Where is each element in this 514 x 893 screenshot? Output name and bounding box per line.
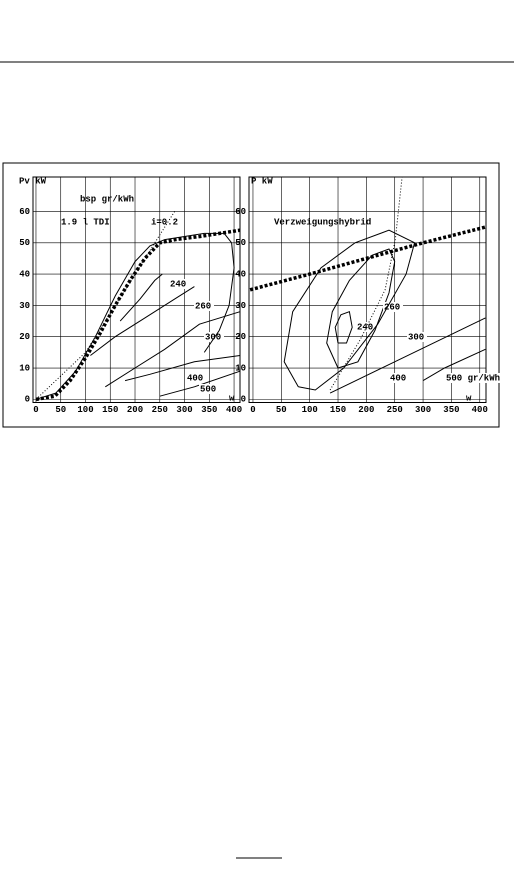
x-tick-label: 350 [443, 405, 459, 415]
y-tick-label: 60 [235, 207, 246, 217]
contour-label: 260 [384, 302, 400, 312]
contour-line [124, 355, 241, 382]
label-bg [407, 332, 427, 342]
contour-line [90, 286, 195, 356]
figure-frame [2, 162, 500, 428]
series-line [35, 228, 241, 402]
x-axis-label: w [229, 393, 235, 403]
contour-label: 400 [187, 373, 203, 383]
x-tick-label: 0 [250, 405, 255, 415]
x-tick-label: 200 [127, 405, 143, 415]
y-axis-label: Pv kW [19, 176, 47, 186]
contour-line [105, 311, 241, 388]
x-tick-label: 300 [415, 405, 431, 415]
x-tick-label: 300 [176, 405, 192, 415]
contour-line [329, 317, 486, 394]
contour-label: 400 [390, 373, 406, 383]
y-tick-label: 20 [19, 332, 30, 342]
label-bg [169, 279, 189, 289]
y-tick-label: 30 [235, 301, 246, 311]
x-tick-label: 200 [358, 405, 374, 415]
label-bg [186, 373, 206, 383]
contour-line [119, 273, 163, 322]
series-line [329, 176, 403, 391]
contour-line [334, 311, 353, 344]
contour-line [326, 248, 396, 369]
x-tick-label: 400 [472, 405, 488, 415]
x-tick-label: 400 [226, 405, 242, 415]
x-tick-label: 150 [330, 405, 346, 415]
contour-label: 240 [357, 322, 373, 332]
contour-line [159, 370, 241, 397]
chart: 0 50 100 150 200 250 300 350 400 0 10 20 30 40 50 60 Pv … [19, 176, 242, 415]
series-line [35, 232, 235, 400]
contour-label: 260 [195, 301, 211, 311]
contour-label: 300 [205, 332, 221, 342]
x-tick-label: 50 [276, 405, 287, 415]
charts: 0 50 100 150 200 250 300 350 4000102030405060Pv … [19, 176, 507, 415]
y-tick-label: 20 [235, 332, 246, 342]
y-tick-label: 0 [25, 395, 30, 405]
plot-frame [248, 176, 487, 403]
x-tick-label: 350 [201, 405, 217, 415]
contour-line [422, 348, 486, 382]
contour-label: 500 [200, 384, 216, 394]
label-bg [194, 301, 214, 311]
x-tick-label: 150 [102, 405, 118, 415]
y-tick-label: 30 [19, 301, 30, 311]
x-tick-label: 0 [33, 405, 38, 415]
label-bg [445, 373, 507, 383]
y-tick-label: 10 [19, 363, 30, 373]
annotation: 1.9 l TDI [61, 217, 110, 227]
label-bg [199, 384, 219, 394]
series-line [249, 225, 486, 292]
y-tick-label: 0 [241, 395, 246, 405]
plot-frame [32, 176, 241, 403]
x-tick-label: 250 [152, 405, 168, 415]
y-tick-label: 40 [19, 269, 30, 279]
y-tick-label: 60 [19, 207, 30, 217]
y-axis-label: P kW [251, 176, 273, 186]
series-line [35, 211, 176, 400]
label-bg [204, 332, 224, 342]
x-tick-label: 50 [55, 405, 66, 415]
chart: 0 50 100 150 200 250 300 350 400 0 10 20 30 40 50 60 P k… [235, 176, 507, 415]
x-tick-label: 250 [387, 405, 403, 415]
y-tick-label: 50 [19, 238, 30, 248]
contour-label: 240 [170, 279, 186, 289]
x-tick-label: 100 [77, 405, 93, 415]
x-tick-label: 100 [302, 405, 318, 415]
contour-line [283, 229, 416, 391]
annotation: i=0.2 [151, 217, 178, 227]
y-tick-label: 50 [235, 238, 246, 248]
label-bg [389, 373, 409, 383]
y-tick-label: 40 [235, 269, 246, 279]
contour-label: 300 [408, 332, 424, 342]
annotation: bsp gr/kWh [80, 194, 134, 204]
y-tick-label: 10 [235, 363, 246, 373]
contour-label: 500 gr/kWh [446, 373, 500, 383]
annotation: Verzweigungshybrid [274, 217, 371, 227]
x-axis-label: w [466, 393, 472, 403]
label-bg [383, 302, 403, 312]
